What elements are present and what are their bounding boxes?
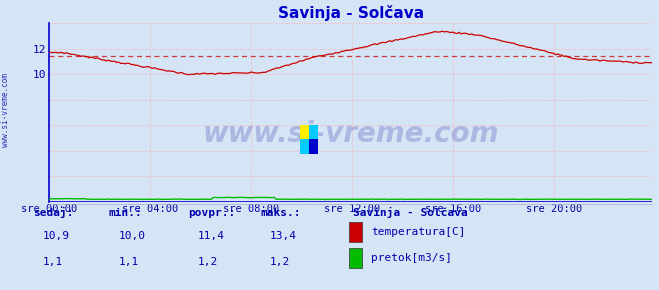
Text: www.si-vreme.com: www.si-vreme.com [203,120,499,148]
Text: www.si-vreme.com: www.si-vreme.com [1,73,10,147]
Text: Savinja - Solčava: Savinja - Solčava [353,207,467,218]
Title: Savinja - Solčava: Savinja - Solčava [278,5,424,21]
Text: 1,2: 1,2 [198,257,218,267]
Bar [309,139,318,154]
Text: 11,4: 11,4 [198,231,225,241]
Bar [300,139,309,154]
Text: 1,1: 1,1 [43,257,63,267]
Text: sedaj:: sedaj: [33,207,73,218]
Text: maks.:: maks.: [260,208,301,218]
Text: 10,0: 10,0 [119,231,146,241]
Bar [309,125,318,139]
Text: 1,2: 1,2 [270,257,291,267]
Text: 1,1: 1,1 [119,257,139,267]
Text: 13,4: 13,4 [270,231,297,241]
Bar [300,125,309,139]
Text: temperatura[C]: temperatura[C] [371,227,465,237]
Text: min.:: min.: [109,208,142,218]
Text: 10,9: 10,9 [43,231,70,241]
Text: pretok[m3/s]: pretok[m3/s] [371,253,452,263]
Text: povpr.:: povpr.: [188,208,235,218]
